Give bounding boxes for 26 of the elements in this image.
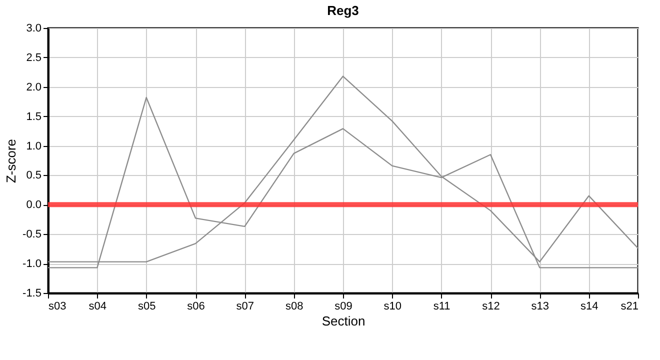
x-tick-label: s04	[88, 300, 107, 312]
x-tick-label: s10	[384, 300, 402, 312]
x-tick-label: s09	[334, 300, 352, 312]
x-tick-label: s06	[187, 300, 205, 312]
y-tick-label: 2.5	[26, 52, 42, 64]
y-tick-label: -0.5	[22, 228, 42, 241]
x-tick-label: s21	[620, 300, 638, 312]
x-axis-title: Section	[322, 314, 366, 328]
x-tick-label: s07	[236, 300, 254, 312]
y-tick-label: 1.5	[26, 110, 42, 123]
y-tick-label: 0.0	[26, 199, 42, 212]
x-tick-label: s11	[433, 300, 450, 312]
x-tick-label: s14	[580, 300, 598, 312]
y-axis-title: Z-score	[4, 138, 19, 184]
y-tick-label: 0.5	[26, 170, 42, 182]
y-tick-label: -1.5	[22, 288, 42, 300]
x-tick-label: s03	[48, 300, 66, 312]
x-tick-label: s05	[138, 300, 156, 312]
chart-title: Reg3	[327, 3, 359, 18]
y-tick-label: 3.0	[26, 22, 42, 34]
y-tick-label: 2.0	[26, 81, 42, 94]
x-tick-label: s12	[482, 300, 500, 312]
y-tick-label: -1.0	[22, 258, 42, 270]
x-tick-label: s08	[285, 300, 304, 312]
x-tick-label: s13	[531, 300, 550, 312]
y-tick-label: 1.0	[26, 140, 42, 152]
